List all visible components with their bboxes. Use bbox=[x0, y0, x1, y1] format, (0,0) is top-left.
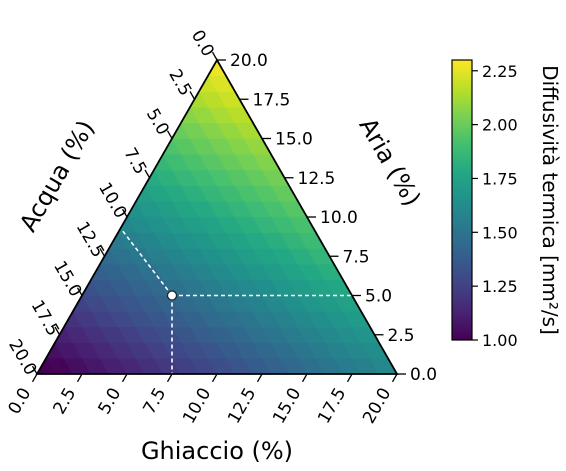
left-tick bbox=[31, 365, 38, 375]
bottom-tick-label: 7.5 bbox=[139, 385, 170, 418]
right-axis-title: Aria (%) bbox=[354, 113, 427, 211]
left-tick-label: 15.0 bbox=[49, 258, 85, 301]
bottom-tick-label: 17.5 bbox=[314, 385, 350, 428]
bottom-tick-label: 10.0 bbox=[179, 385, 215, 428]
colorbar-title: Diffusività termica [mm²/s] bbox=[538, 65, 562, 335]
bottom-tick bbox=[391, 373, 398, 383]
colorbar-tick-label: 1.00 bbox=[482, 331, 518, 350]
right-tick-label: 15.0 bbox=[275, 130, 313, 150]
left-tick bbox=[144, 169, 151, 179]
bottom-tick bbox=[121, 373, 128, 383]
colorbar-gradient bbox=[451, 59, 473, 341]
colorbar-tick-label: 1.25 bbox=[482, 277, 518, 296]
colorbar-tick-label: 1.75 bbox=[482, 169, 518, 188]
heatmap-cells bbox=[36, 59, 398, 375]
left-tick-label: 0.0 bbox=[187, 27, 218, 60]
left-tick bbox=[121, 208, 128, 218]
heat-cell bbox=[207, 59, 227, 76]
left-tick bbox=[76, 287, 83, 296]
left-tick-label: 12.5 bbox=[72, 218, 108, 261]
right-tick-label: 17.5 bbox=[253, 90, 291, 110]
left-tick-label: 20.0 bbox=[4, 336, 40, 379]
bottom-tick bbox=[166, 373, 173, 383]
bottom-tick-label: 2.5 bbox=[49, 385, 80, 418]
left-tick-label: 2.5 bbox=[164, 66, 195, 99]
right-tick-label: 2.5 bbox=[388, 326, 415, 346]
colorbar-tick-label: 2.25 bbox=[482, 62, 518, 81]
right-tick-label: 5.0 bbox=[365, 287, 392, 307]
bottom-tick-label: 20.0 bbox=[359, 385, 395, 428]
bottom-tick-label: 12.5 bbox=[224, 385, 260, 428]
right-tick-label: 10.0 bbox=[320, 208, 358, 228]
colorbar: 1.00 1.25 1.50 1.75 2.00 2.25 bbox=[451, 59, 518, 350]
left-tick-label: 5.0 bbox=[142, 105, 173, 138]
left-tick-label: 17.5 bbox=[27, 297, 63, 340]
right-tick-label: 12.5 bbox=[298, 169, 336, 189]
right-tick-label: 0.0 bbox=[410, 365, 437, 385]
left-tick-label: 7.5 bbox=[119, 145, 150, 178]
highlight-point bbox=[166, 290, 178, 301]
bottom-tick bbox=[256, 373, 263, 383]
guide-lines bbox=[98, 199, 352, 374]
left-tick bbox=[189, 91, 196, 100]
guide-line-acqua bbox=[98, 199, 173, 296]
bottom-axis-title: Ghiaccio (%) bbox=[141, 437, 293, 465]
left-tick bbox=[211, 51, 218, 61]
left-tick bbox=[54, 326, 61, 336]
bottom-tick bbox=[301, 373, 308, 383]
bottom-tick-label: 5.0 bbox=[94, 385, 125, 418]
bottom-tick-label: 0.0 bbox=[4, 385, 35, 418]
bottom-tick bbox=[76, 373, 83, 383]
bottom-tick bbox=[31, 373, 38, 383]
colorbar-tick-label: 1.50 bbox=[482, 223, 518, 242]
colorbar-tick-label: 2.00 bbox=[482, 116, 518, 135]
bottom-tick bbox=[346, 373, 353, 383]
right-tick-label: 20.0 bbox=[230, 51, 268, 71]
left-tick bbox=[99, 248, 106, 257]
axis-ticks bbox=[31, 51, 406, 383]
bottom-tick-label: 15.0 bbox=[269, 385, 305, 428]
right-tick-label: 7.5 bbox=[343, 247, 370, 267]
bottom-tick bbox=[211, 373, 218, 383]
left-tick bbox=[166, 130, 173, 139]
